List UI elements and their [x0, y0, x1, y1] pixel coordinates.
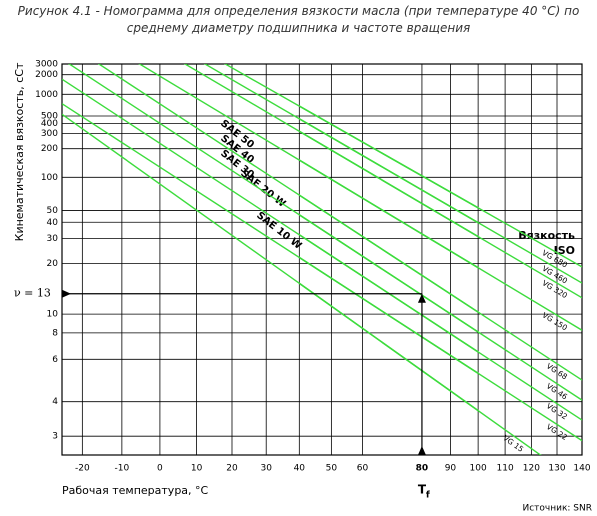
- y-tick-label: 40: [47, 218, 59, 228]
- source: Источник: SNR: [522, 504, 592, 514]
- annotation: SAE 20 W: [238, 168, 287, 210]
- y-tick-label: 30: [47, 234, 59, 244]
- line: [298, 194, 479, 313]
- y-tick-label: 200: [41, 144, 58, 154]
- y-tick-label: 3000: [35, 60, 58, 70]
- x-tick-label: -20: [75, 464, 90, 474]
- line: [298, 282, 479, 412]
- line: [298, 118, 479, 224]
- line: [298, 214, 479, 333]
- y-tick-label: 300: [41, 129, 58, 139]
- arrowhead: [62, 289, 71, 298]
- y-tick-label: 3: [52, 432, 58, 442]
- line-extension: [203, 64, 582, 284]
- y-tick-label: 400: [41, 119, 58, 129]
- y-tick-label: 2000: [35, 70, 58, 80]
- x-tick-label: 90: [445, 464, 457, 474]
- y-axis-label: Кинематическая вязкость, сСт: [13, 62, 26, 241]
- x-tick-label: 100: [470, 464, 487, 474]
- reading-temp-subscript: f: [426, 491, 430, 501]
- x-tick-label: 0: [157, 464, 163, 474]
- arrowhead: [417, 446, 426, 455]
- y-tick-label: 6: [52, 355, 58, 365]
- y-tick-label: 500: [41, 112, 58, 122]
- y-tick-label: 100: [41, 173, 58, 183]
- line: [298, 159, 479, 269]
- y-tick-label: 10: [47, 310, 59, 320]
- plot-frame: [61, 63, 583, 456]
- x-tick-label: -10: [115, 464, 130, 474]
- x-tick-label: 30: [260, 464, 272, 474]
- y-tick-label: 4: [52, 397, 58, 407]
- annotation: SAE 10 W: [254, 210, 303, 252]
- line: [298, 130, 479, 238]
- x-tick-label: 80: [416, 464, 429, 474]
- x-tick-label: 40: [294, 464, 306, 474]
- line: [298, 105, 479, 209]
- x-tick-label: 120: [523, 464, 540, 474]
- y-tick-label: 8: [52, 328, 58, 338]
- x-tick-label: 50: [326, 464, 338, 474]
- x-axis-label: Рабочая температура, °C: [62, 484, 209, 497]
- y-tick-label: 50: [47, 206, 59, 216]
- chart-title: Рисунок 4.1 - Номограмма для определения…: [17, 4, 580, 35]
- y-tick-label: 20: [47, 259, 59, 269]
- x-tick-label: 140: [573, 464, 590, 474]
- arrowhead: [417, 293, 426, 303]
- x-tick-label: 10: [191, 464, 203, 474]
- y-tick-label: 1000: [35, 90, 58, 100]
- x-tick-label: 130: [548, 464, 565, 474]
- x-tick-label: 60: [357, 464, 369, 474]
- reading-temp-label: T: [418, 483, 427, 497]
- x-tick-label: 20: [226, 464, 238, 474]
- reading-label: ν = 13: [14, 287, 51, 300]
- x-tick-label: 110: [497, 464, 514, 474]
- line: [298, 256, 479, 375]
- series-group: [62, 64, 582, 455]
